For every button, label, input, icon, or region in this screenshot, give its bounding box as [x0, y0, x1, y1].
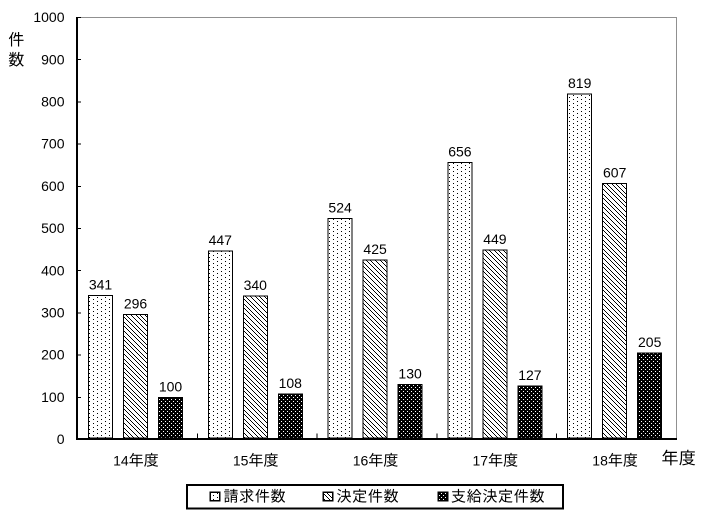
svg-text:600: 600 — [41, 178, 65, 194]
svg-text:18: 18 — [592, 453, 608, 469]
svg-text:340: 340 — [244, 277, 268, 293]
svg-text:400: 400 — [41, 262, 65, 278]
svg-text:100: 100 — [41, 389, 65, 405]
svg-text:500: 500 — [41, 220, 65, 236]
svg-text:15: 15 — [233, 453, 249, 469]
svg-text:607: 607 — [603, 164, 627, 180]
svg-text:0: 0 — [57, 431, 65, 447]
svg-text:127: 127 — [518, 367, 542, 383]
svg-text:296: 296 — [124, 296, 148, 312]
svg-text:16: 16 — [353, 453, 369, 469]
svg-text:700: 700 — [41, 136, 65, 152]
svg-text:300: 300 — [41, 305, 65, 321]
svg-text:200: 200 — [41, 347, 65, 363]
svg-text:656: 656 — [448, 144, 472, 160]
svg-text:1000: 1000 — [33, 9, 64, 25]
svg-text:449: 449 — [483, 231, 507, 247]
svg-text:17: 17 — [473, 453, 489, 469]
svg-text:900: 900 — [41, 51, 65, 67]
svg-text:425: 425 — [363, 241, 387, 257]
svg-text:205: 205 — [638, 334, 662, 350]
svg-text:100: 100 — [159, 378, 183, 394]
svg-text:14: 14 — [113, 453, 129, 469]
svg-text:524: 524 — [328, 199, 352, 215]
svg-text:819: 819 — [568, 75, 592, 91]
svg-text:341: 341 — [89, 277, 113, 293]
svg-text:108: 108 — [279, 375, 303, 391]
svg-text:800: 800 — [41, 94, 65, 110]
svg-text:447: 447 — [209, 232, 233, 248]
svg-text:130: 130 — [398, 366, 422, 382]
